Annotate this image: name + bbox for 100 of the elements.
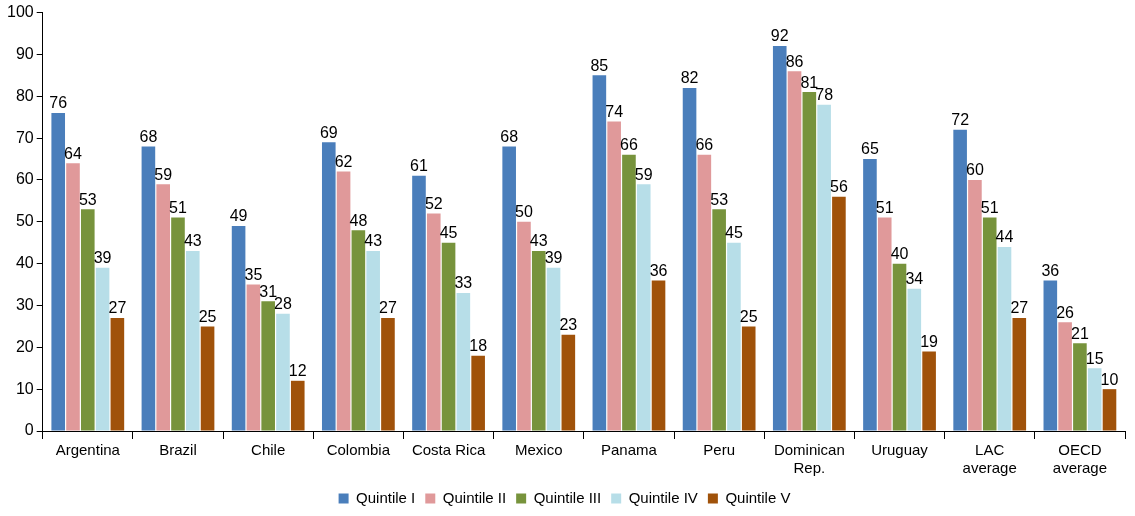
bar (953, 129, 967, 431)
bar (231, 225, 246, 431)
bar (607, 121, 621, 431)
bar (1012, 318, 1027, 431)
data-label: 12 (288, 362, 307, 380)
data-label: 39 (93, 249, 112, 267)
data-label: 27 (108, 299, 127, 317)
x-tick-label: Argentina (55, 441, 121, 459)
bar (441, 242, 456, 431)
data-label: 51 (980, 199, 999, 217)
data-label: 61 (410, 157, 428, 175)
bar (682, 87, 697, 431)
data-label: 19 (920, 332, 939, 350)
x-tick-label: Peru (703, 441, 735, 459)
data-label: 34 (905, 270, 924, 288)
bar (261, 301, 275, 431)
bar (456, 292, 471, 431)
data-label: 68 (500, 127, 519, 145)
bar (200, 326, 215, 431)
bar (741, 326, 756, 431)
data-label: 25 (739, 307, 758, 325)
data-label: 56 (830, 178, 848, 196)
data-label: 86 (785, 52, 804, 70)
data-label: 36 (1041, 261, 1060, 279)
bar (366, 251, 380, 431)
bar (80, 209, 95, 431)
bar (321, 142, 336, 431)
y-tick-label: 80 (15, 86, 34, 104)
bar (863, 159, 877, 431)
data-label: 74 (605, 102, 624, 120)
bar (727, 242, 741, 431)
bar (636, 184, 651, 431)
bar (561, 334, 576, 431)
data-label: 68 (139, 127, 158, 145)
y-tick-label: 20 (15, 337, 34, 355)
bar (712, 209, 726, 431)
data-label: 51 (169, 199, 187, 217)
legend-label: Quintile I (356, 488, 416, 506)
bar (66, 163, 80, 431)
bar (832, 196, 846, 431)
data-label: 36 (649, 261, 668, 279)
y-tick-label: 70 (15, 128, 34, 146)
bar (412, 175, 426, 431)
bar (471, 355, 485, 431)
bar (51, 113, 66, 431)
data-label: 49 (229, 207, 248, 225)
data-label: 65 (861, 140, 879, 158)
bar (156, 184, 170, 431)
data-label: 92 (770, 27, 789, 45)
data-label: 50 (515, 203, 533, 221)
bar (997, 246, 1012, 431)
bar (982, 217, 997, 431)
data-label: 72 (951, 111, 970, 129)
data-label: 66 (620, 136, 638, 154)
data-label: 66 (695, 136, 714, 154)
data-label: 43 (529, 232, 548, 250)
data-label: 59 (154, 165, 173, 183)
x-tick-label: Colombia (326, 441, 391, 459)
data-label: 23 (559, 316, 578, 334)
data-label: 15 (1085, 349, 1104, 367)
data-label: 64 (64, 144, 82, 162)
y-tick-label: 50 (15, 212, 34, 230)
x-tick-label: Panama (601, 441, 658, 459)
y-tick-label: 90 (15, 44, 34, 62)
data-label: 69 (319, 123, 338, 141)
data-label: 82 (680, 69, 699, 87)
data-label: 33 (454, 274, 473, 292)
x-tick-label: Uruguay (871, 441, 929, 459)
bar (531, 251, 546, 431)
y-tick-label: 30 (15, 295, 34, 313)
data-label: 26 (1056, 303, 1075, 321)
y-tick-label: 60 (15, 170, 34, 188)
bar (1043, 280, 1058, 431)
data-label: 40 (890, 245, 909, 263)
data-label: 39 (544, 249, 563, 267)
data-label: 21 (1071, 324, 1089, 342)
x-tick-label: Costa Rica (411, 441, 486, 459)
bar (1073, 343, 1087, 431)
x-tick-label: Chile (251, 441, 286, 459)
bar (968, 179, 982, 431)
bar (892, 263, 907, 431)
data-label: 45 (439, 224, 458, 242)
bar (697, 154, 712, 431)
data-label: 35 (244, 265, 263, 283)
bar (246, 284, 261, 431)
bar (381, 318, 395, 431)
bar (426, 213, 441, 431)
bar (1102, 389, 1117, 431)
x-tick-label: OECD average (1052, 441, 1108, 477)
bar (622, 154, 636, 431)
data-label: 27 (1010, 299, 1029, 317)
bar (546, 267, 561, 431)
bar (290, 380, 305, 431)
bar (922, 351, 936, 431)
y-tick-label: 40 (15, 254, 34, 272)
legend-label: Quintile IV (628, 488, 698, 506)
data-label: 48 (349, 211, 368, 229)
data-label: 25 (198, 307, 217, 325)
data-label: 18 (469, 337, 488, 355)
y-tick-label: 0 (24, 421, 34, 439)
